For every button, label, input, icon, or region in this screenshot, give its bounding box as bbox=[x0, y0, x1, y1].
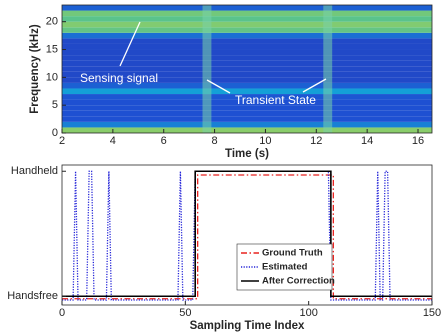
spectrogram-cell bbox=[62, 71, 432, 78]
spectrogram-cell bbox=[62, 66, 432, 72]
spectrogram-cell bbox=[62, 55, 432, 61]
spectrogram-cell bbox=[62, 32, 432, 39]
y-tick-label: Handheld bbox=[11, 165, 58, 177]
transient-band bbox=[202, 5, 212, 133]
legend-label: After Correction bbox=[262, 276, 335, 287]
y-tick-label: 10 bbox=[46, 71, 58, 83]
transient-band bbox=[323, 5, 333, 133]
annotations: Sensing signal Transient State bbox=[80, 21, 327, 107]
x-tick-label: 50 bbox=[179, 307, 191, 319]
legend-label: Estimated bbox=[262, 262, 308, 273]
y-tick-label: Handsfree bbox=[7, 290, 58, 302]
spectrogram-cell bbox=[62, 94, 432, 100]
annotation: Sensing signal bbox=[80, 71, 158, 85]
spectrogram-cell bbox=[62, 16, 432, 22]
spectrogram-cell bbox=[62, 5, 432, 11]
spectrogram-cell bbox=[62, 10, 432, 17]
y-axis-label: Frequency (kHz) bbox=[29, 24, 41, 114]
series-line bbox=[62, 174, 432, 300]
spectrogram-cell bbox=[62, 77, 432, 83]
x-axis-label: Time (s) bbox=[225, 148, 269, 160]
spectrogram-cell bbox=[62, 27, 432, 33]
spectrogram-cell bbox=[62, 99, 432, 106]
spectrogram-cell bbox=[62, 121, 432, 128]
x-tick-label: 0 bbox=[59, 307, 65, 319]
spectrogram-cell bbox=[62, 21, 432, 28]
x-tick-label: 2 bbox=[59, 135, 65, 147]
x-axis-label: Sampling Time Index bbox=[190, 320, 305, 332]
spectrogram-cell bbox=[62, 88, 432, 95]
series-line bbox=[62, 170, 432, 298]
x-tick-label: 150 bbox=[423, 307, 441, 319]
y-tick-label: 15 bbox=[46, 43, 58, 55]
spectrogram-cell bbox=[62, 105, 432, 111]
spectrogram-cell bbox=[62, 38, 432, 44]
legend-box bbox=[236, 243, 333, 291]
x-tick-label: 16 bbox=[412, 135, 424, 147]
spectrogram-panel: 2 4 6 8 10 12 14 16 0 5 10 15 20 Time (s) Frequency (k… bbox=[29, 4, 433, 160]
arrow bbox=[302, 78, 327, 93]
spectrogram-cell bbox=[62, 49, 432, 56]
y-tick-label: 5 bbox=[52, 99, 58, 111]
y-tick-label: 20 bbox=[46, 16, 58, 28]
x-tick-label: 100 bbox=[299, 307, 317, 319]
x-tick-label: 10 bbox=[259, 135, 271, 147]
x-tick-label: 4 bbox=[110, 135, 116, 147]
arrow bbox=[119, 21, 141, 67]
annotation: Transient State bbox=[235, 93, 316, 107]
line-panel: 0 50 100 150 Handsfree Handheld Sampling Time … bbox=[7, 164, 441, 332]
spectrogram-cell bbox=[62, 127, 432, 133]
series-line bbox=[62, 170, 432, 301]
spectrogram-cell bbox=[62, 116, 432, 122]
axes-frame bbox=[61, 164, 433, 306]
x-tick-label: 14 bbox=[361, 135, 373, 147]
y-tick-label: 0 bbox=[52, 127, 58, 139]
x-tick-label: 6 bbox=[161, 135, 167, 147]
spectrogram-cell bbox=[62, 60, 432, 67]
x-tick-label: 12 bbox=[310, 135, 322, 147]
axes-frame bbox=[61, 4, 433, 134]
x-tick-label: 8 bbox=[212, 135, 218, 147]
spectrogram-cell bbox=[62, 43, 432, 50]
legend-label: Ground Truth bbox=[262, 248, 323, 259]
spectrogram-cell bbox=[62, 82, 432, 89]
spectrogram-cell bbox=[62, 110, 432, 117]
arrow bbox=[206, 79, 231, 94]
